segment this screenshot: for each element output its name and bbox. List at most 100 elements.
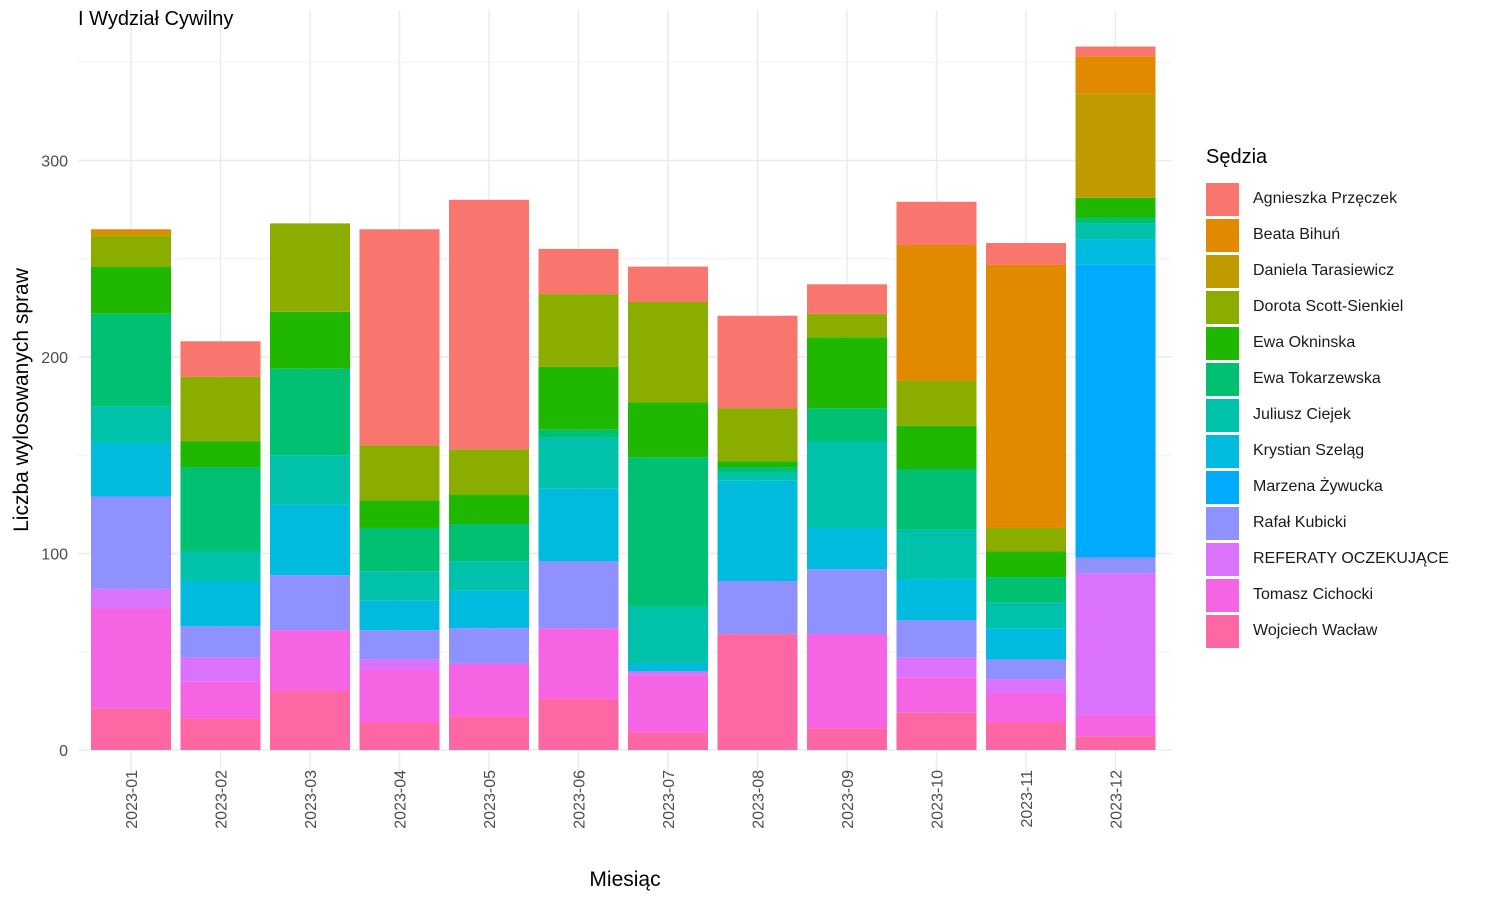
bar-segment xyxy=(986,243,1066,265)
bar-segment xyxy=(628,266,708,302)
bar-segment xyxy=(807,728,887,750)
bar-segment xyxy=(628,301,708,403)
bar-segment xyxy=(896,579,977,621)
legend-key xyxy=(1206,578,1239,612)
bar-segment xyxy=(180,376,261,442)
bar-segment xyxy=(807,408,887,442)
bar-segment xyxy=(1075,46,1156,57)
bar-segment xyxy=(180,581,261,627)
bar-segment xyxy=(359,659,440,670)
bar-segment xyxy=(538,488,619,562)
bar-segment xyxy=(717,461,798,468)
legend-key xyxy=(1206,470,1239,504)
legend-key xyxy=(1206,506,1239,540)
legend-item: Juliusz Ciejek xyxy=(1206,397,1449,433)
legend-key xyxy=(1206,326,1239,360)
bar-segment xyxy=(91,266,171,314)
bar-segment xyxy=(628,675,708,733)
legend-label: Tomasz Cichocki xyxy=(1253,586,1374,603)
bar-segment xyxy=(449,494,529,525)
legend-item: Krystian Szeląg xyxy=(1206,433,1449,469)
y-axis-title: Liczba wylosowanych spraw xyxy=(10,267,33,532)
bar-segment xyxy=(896,201,977,245)
legend-key xyxy=(1206,362,1239,396)
bar-segment xyxy=(538,628,619,699)
bar-segment xyxy=(91,229,171,236)
bar-segment xyxy=(1075,223,1156,240)
legend-label: Marzena Żywucka xyxy=(1253,478,1383,495)
bar-segment xyxy=(180,681,261,719)
bar-segment xyxy=(270,368,350,456)
bar-segment xyxy=(717,472,798,481)
bar-segment xyxy=(896,425,977,470)
bar-segment xyxy=(1075,557,1156,574)
x-tick-label: 2023-08 xyxy=(751,770,768,829)
legend-item: Tomasz Cichocki xyxy=(1206,577,1449,613)
x-tick-label: 2023-07 xyxy=(661,770,678,829)
bar-segment xyxy=(180,341,261,377)
bar-segment xyxy=(896,677,977,713)
legend-item: Wojciech Wacław xyxy=(1206,613,1449,649)
bar-segment xyxy=(807,527,887,570)
bar-segment xyxy=(896,244,977,381)
bar-segment xyxy=(986,527,1066,552)
bar-segment xyxy=(270,691,350,750)
x-tick-label: 2023-10 xyxy=(930,770,947,829)
bar-segment xyxy=(91,406,171,444)
bar-segment xyxy=(538,248,619,295)
bar-segment xyxy=(628,671,708,676)
bar-segment xyxy=(538,366,619,430)
bar-segment xyxy=(628,457,708,607)
bar-segment xyxy=(270,311,350,369)
x-tick-label: 2023-09 xyxy=(840,770,857,829)
legend-label: Wojciech Wacław xyxy=(1253,622,1378,639)
bar-segment xyxy=(807,569,887,635)
bar-segment xyxy=(180,467,261,552)
bar-segment xyxy=(628,663,708,672)
bar-segment xyxy=(359,445,440,501)
bar-segment xyxy=(1075,56,1156,94)
legend-item: Rafał Kubicki xyxy=(1206,505,1449,541)
bar-segment xyxy=(896,380,977,426)
bar-segment xyxy=(1075,93,1156,198)
bar-segment xyxy=(538,437,619,489)
x-tick-label: 2023-01 xyxy=(124,770,141,829)
bar-segment xyxy=(717,634,798,750)
bar-segment xyxy=(449,716,529,750)
bar-segment xyxy=(986,264,1066,528)
bar-segment xyxy=(717,467,798,473)
bar-segment xyxy=(180,657,261,682)
bar-segment xyxy=(717,581,798,635)
y-tick-label: 200 xyxy=(41,350,68,367)
bar-segment xyxy=(180,551,261,582)
x-tick-label: 2023-12 xyxy=(1109,770,1126,829)
bar-segment xyxy=(91,708,171,750)
legend-item: Dorota Scott-Sienkiel xyxy=(1206,289,1449,325)
bar-segment xyxy=(270,630,350,692)
bar-segment xyxy=(270,223,350,312)
legend-key xyxy=(1206,434,1239,468)
bar-segment xyxy=(1075,264,1156,558)
legend-item: Marzena Żywucka xyxy=(1206,469,1449,505)
bar-segment xyxy=(91,443,171,497)
bar-segment xyxy=(359,600,440,631)
bar-segment xyxy=(449,449,529,495)
legend-label: Beata Bihuń xyxy=(1253,226,1341,243)
bar-segment xyxy=(628,732,708,750)
bar-segment xyxy=(986,602,1066,629)
x-axis-title: Miesiąc xyxy=(589,868,660,891)
legend-key xyxy=(1206,254,1239,288)
bar-segment xyxy=(180,626,261,658)
x-tick-label: 2023-04 xyxy=(393,770,410,829)
legend-title: Sędzia xyxy=(1206,146,1268,168)
bar-segment xyxy=(1075,239,1156,265)
legend-label: REFERATY OCZEKUJĄCE xyxy=(1253,550,1449,567)
bar-segment xyxy=(986,577,1066,603)
bar-segment xyxy=(91,608,171,709)
legend-label: Daniela Tarasiewicz xyxy=(1253,262,1395,279)
legend-label: Ewa Tokarzewska xyxy=(1253,370,1381,387)
bar-segment xyxy=(807,634,887,729)
x-tick-label: 2023-05 xyxy=(482,770,499,829)
bar-segment xyxy=(1075,217,1156,224)
y-tick-label: 100 xyxy=(41,547,68,564)
